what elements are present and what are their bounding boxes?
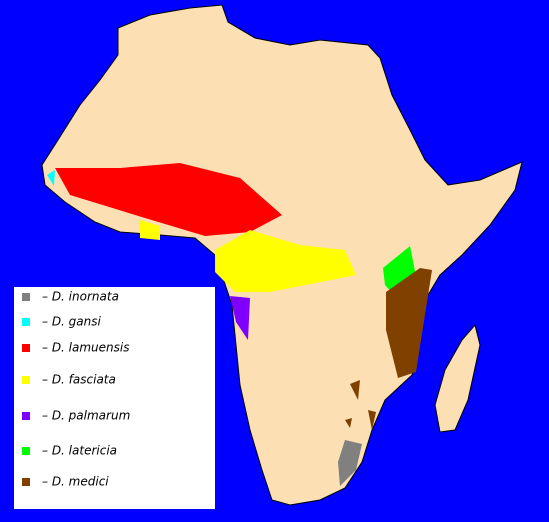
legend-label: – D. latericia	[42, 444, 117, 458]
legend-label: – D. gansi	[42, 315, 102, 329]
legend-swatch	[22, 318, 30, 326]
range-fasciata	[140, 220, 356, 292]
range-inornata	[338, 440, 362, 486]
legend-swatch	[22, 344, 30, 352]
legend-box	[14, 287, 215, 509]
legend-label: – D. medici	[42, 475, 109, 489]
legend-swatch	[22, 376, 30, 384]
legend: – D. inornata – D. gansi – D. lamuensis – D…	[22, 290, 130, 489]
legend-swatch	[22, 293, 30, 301]
legend-label: – D. palmarum	[42, 409, 130, 423]
range-lamuensis	[55, 163, 282, 236]
legend-swatch	[22, 447, 30, 455]
legend-swatch	[22, 412, 30, 420]
legend-label: – D. fasciata	[42, 373, 116, 387]
legend-label: – D. lamuensis	[42, 341, 130, 355]
range-palmarum	[230, 296, 250, 340]
legend-label: – D. inornata	[42, 290, 119, 304]
legend-swatch	[22, 478, 30, 486]
range-medici	[345, 268, 432, 430]
range-gansi	[47, 170, 55, 186]
madagascar	[434, 323, 481, 433]
